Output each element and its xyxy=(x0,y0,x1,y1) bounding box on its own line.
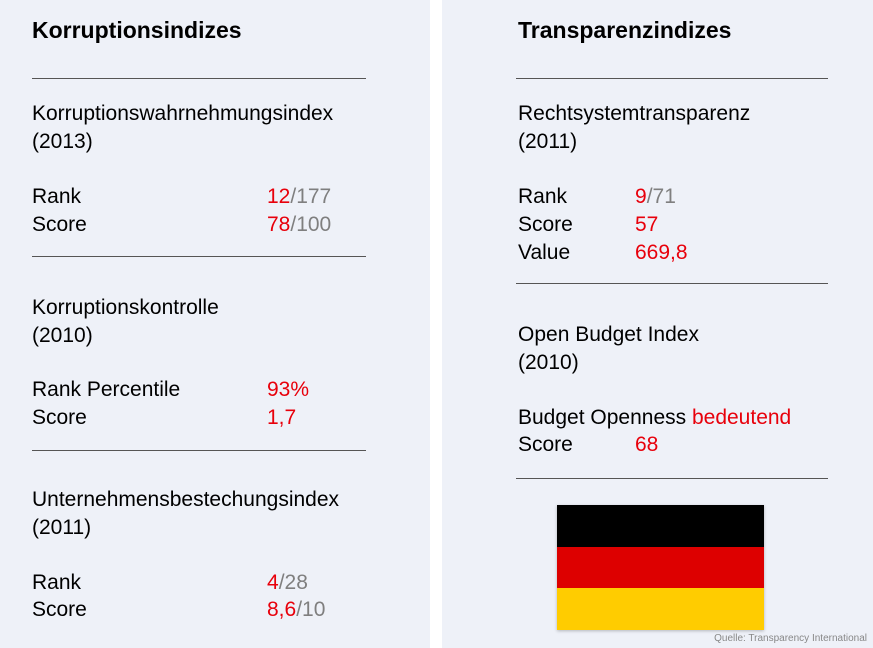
bribery-score-label: Score xyxy=(32,598,87,621)
legal-score-value: 57 xyxy=(635,213,659,236)
bribery-title-text: Unternehmensbestechungsindex xyxy=(32,488,340,511)
legal-value-label: Value xyxy=(518,241,571,264)
control-year: (2010) xyxy=(32,324,93,347)
bribery-score-total: /10 xyxy=(296,598,326,621)
divider xyxy=(32,78,366,79)
cpi-score-total: /100 xyxy=(290,213,332,236)
control-score-row: Score 1,7 xyxy=(32,404,366,432)
bribery-rank-value: 4 xyxy=(267,571,279,594)
budget-score-label: Score xyxy=(518,433,573,456)
control-percentile-value: 93% xyxy=(267,378,310,401)
source-note: Quelle: Transparency International xyxy=(714,633,867,644)
budget-score-row: Score 68 xyxy=(518,431,828,459)
control-percentile-label: Rank Percentile xyxy=(32,378,181,401)
cpi-year: (2013) xyxy=(32,130,93,153)
bribery-rank-value-group: 4/28 xyxy=(267,569,308,597)
budget-title: Open Budget Index (2010) xyxy=(518,321,699,377)
bribery-year: (2011) xyxy=(32,516,92,539)
cpi-rank-row: Rank 12/177 xyxy=(32,183,366,211)
legal-rank-label: Rank xyxy=(518,185,568,208)
germany-flag xyxy=(557,505,764,630)
bribery-score-value: 8,6 xyxy=(267,598,297,621)
legal-title: Rechtsystemtransparenz (2011) xyxy=(518,100,750,156)
budget-openness-label: Budget Openness xyxy=(518,406,687,429)
cpi-title-text: Korruptionswahrnehmungsindex xyxy=(32,102,334,125)
control-score-label: Score xyxy=(32,406,87,429)
divider xyxy=(516,283,828,284)
legal-value-row: Value 669,8 xyxy=(518,239,828,267)
legal-rank-row: Rank 9/71 xyxy=(518,183,828,211)
cpi-score-row: Score 78/100 xyxy=(32,211,366,239)
legal-score-row: Score 57 xyxy=(518,211,828,239)
flag-stripe-gold xyxy=(557,588,764,630)
bribery-rank-row: Rank 4/28 xyxy=(32,569,366,597)
legal-value-value: 669,8 xyxy=(635,241,688,264)
cpi-rank-total: /177 xyxy=(290,185,332,208)
bribery-title: Unternehmensbestechungsindex (2011) xyxy=(32,486,339,542)
divider xyxy=(32,450,366,451)
budget-title-text: Open Budget Index xyxy=(518,323,699,346)
cpi-score-value: 78 xyxy=(267,213,291,236)
bribery-rank-label: Rank xyxy=(32,571,82,594)
cpi-rank-label: Rank xyxy=(32,185,82,208)
legal-rank-value-group: 9/71 xyxy=(635,183,676,211)
bribery-score-value-group: 8,6/10 xyxy=(267,596,325,624)
legal-rank-value: 9 xyxy=(635,185,647,208)
budget-openness-value: bedeutend xyxy=(691,406,792,429)
cpi-rank-value-group: 12/177 xyxy=(267,183,331,211)
budget-score-value: 68 xyxy=(635,433,659,456)
bribery-score-row: Score 8,6/10 xyxy=(32,596,366,624)
bribery-rank-total: /28 xyxy=(278,571,308,594)
left-panel xyxy=(0,0,430,648)
transparency-indices-heading: Transparenzindizes xyxy=(518,17,732,43)
divider xyxy=(516,478,828,479)
cpi-score-label: Score xyxy=(32,213,87,236)
budget-year: (2010) xyxy=(518,351,579,374)
divider xyxy=(516,78,828,79)
flag-stripe-red xyxy=(557,546,764,589)
control-score-value: 1,7 xyxy=(267,406,297,429)
cpi-rank-value: 12 xyxy=(267,185,291,208)
control-percentile-row: Rank Percentile 93% xyxy=(32,376,366,404)
cpi-score-value-group: 78/100 xyxy=(267,211,331,239)
corruption-indices-heading: Korruptionsindizes xyxy=(32,17,242,43)
flag-stripe-black xyxy=(557,505,764,547)
divider xyxy=(32,256,366,257)
budget-openness-row: Budget Openness bedeutend xyxy=(518,404,828,432)
legal-score-label: Score xyxy=(518,213,573,236)
control-title: Korruptionskontrolle (2010) xyxy=(32,294,219,350)
cpi-title: Korruptionswahrnehmungsindex (2013) xyxy=(32,100,333,156)
legal-title-text: Rechtsystemtransparenz xyxy=(518,102,751,125)
legal-year: (2011) xyxy=(518,130,578,153)
legal-rank-total: /71 xyxy=(646,185,676,208)
control-title-text: Korruptionskontrolle xyxy=(32,296,219,319)
